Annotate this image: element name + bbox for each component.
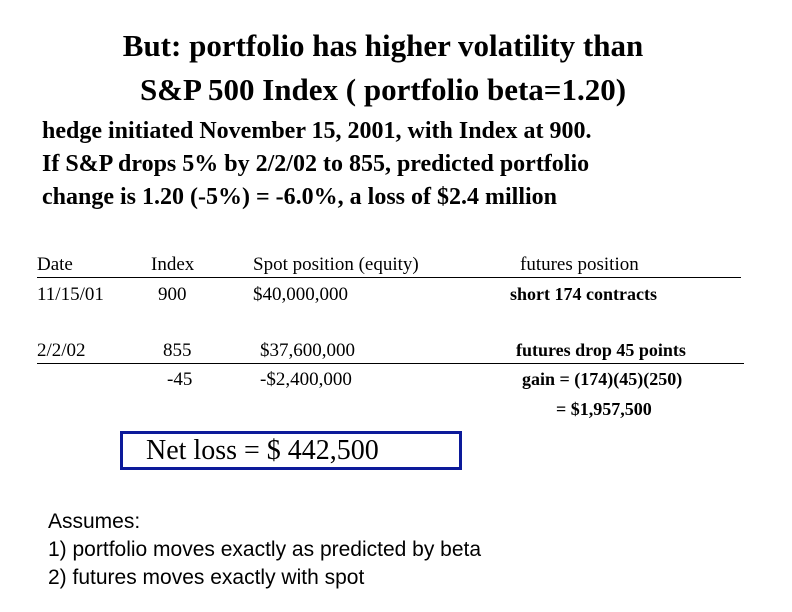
row2-futures: futures drop 45 points <box>516 340 686 360</box>
assumption-item-1: 1) portfolio moves exactly as predicted … <box>48 538 482 561</box>
row2-spot-change: -$2,400,000 <box>260 369 352 390</box>
assumption-item-2: 2) futures moves exactly with spot <box>48 566 365 589</box>
net-loss-label: Net loss = $ 442,500 <box>146 435 379 466</box>
row1-spot: $40,000,000 <box>253 284 348 305</box>
intro-line-3: change is 1.20 (-5%) = -6.0%, a loss of … <box>42 184 558 210</box>
row2-futures-gain: gain = (174)(45)(250) <box>522 369 683 389</box>
header-index: Index <box>151 254 195 275</box>
net-loss-box <box>120 431 462 470</box>
title-line-2: S&P 500 Index ( portfolio beta=1.20) <box>139 72 627 107</box>
row1-futures: short 174 contracts <box>510 284 657 304</box>
row2-underline <box>37 363 744 364</box>
header-date: Date <box>37 254 73 275</box>
title-line-1: But: portfolio has higher volatility tha… <box>122 28 644 63</box>
assumptions-heading: Assumes: <box>48 510 141 533</box>
row2-spot: $37,600,000 <box>260 340 355 361</box>
row2-date: 2/2/02 <box>37 340 86 361</box>
header-spot: Spot position (equity) <box>253 254 419 275</box>
header-underline <box>37 277 741 278</box>
row1-index: 900 <box>158 284 187 305</box>
row2-index: 855 <box>163 340 192 361</box>
row1-date: 11/15/01 <box>37 284 104 305</box>
row2-futures-total: = $1,957,500 <box>556 399 652 419</box>
intro-line-2: If S&P drops 5% by 2/2/02 to 855, predic… <box>42 151 590 177</box>
header-futures: futures position <box>520 254 639 275</box>
row2-index-change: -45 <box>167 369 193 390</box>
intro-line-1: hedge initiated November 15, 2001, with … <box>42 118 592 144</box>
